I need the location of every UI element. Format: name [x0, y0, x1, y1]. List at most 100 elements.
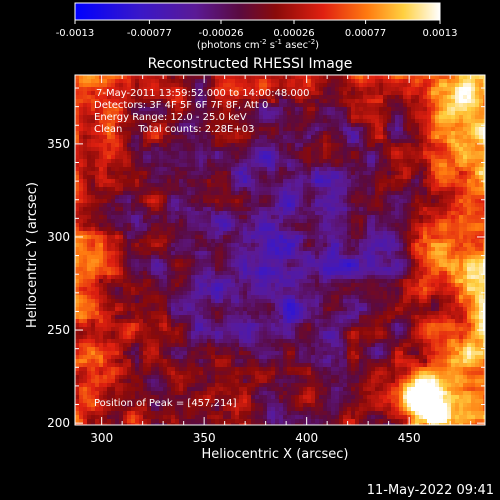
heatmap-cell [479, 183, 483, 187]
heatmap-cell [267, 155, 271, 159]
heatmap-cell [415, 103, 419, 107]
heatmap-cell [207, 151, 211, 155]
heatmap-cell [199, 259, 203, 263]
heatmap-cell [187, 103, 191, 107]
heatmap-cell [395, 255, 399, 259]
heatmap-cell [363, 123, 367, 127]
heatmap-cell [283, 175, 287, 179]
heatmap-cell [399, 183, 403, 187]
heatmap-cell [223, 255, 227, 259]
heatmap-cell [243, 87, 247, 91]
heatmap-cell [295, 75, 299, 79]
heatmap-cell [195, 167, 199, 171]
heatmap-cell [427, 171, 431, 175]
heatmap-cell [203, 155, 207, 159]
heatmap-cell [175, 87, 179, 91]
heatmap-cell [103, 215, 107, 219]
heatmap-cell [267, 255, 271, 259]
heatmap-cell [123, 119, 127, 123]
heatmap-cell [91, 179, 95, 183]
heatmap-cell [423, 147, 427, 151]
heatmap-cell [243, 183, 247, 187]
heatmap-cell [211, 207, 215, 211]
heatmap-cell [283, 207, 287, 211]
heatmap-cell [411, 147, 415, 151]
heatmap-cell [459, 83, 463, 87]
heatmap-cell [431, 203, 435, 207]
heatmap-cell [259, 155, 263, 159]
heatmap-cell [459, 175, 463, 179]
heatmap-cell [151, 187, 155, 191]
heatmap-cell [87, 75, 91, 79]
heatmap-cell [299, 175, 303, 179]
heatmap-cell [259, 239, 263, 243]
heatmap-cell [291, 151, 295, 155]
heatmap-cell [467, 251, 471, 255]
heatmap-cell [143, 187, 147, 191]
heatmap-cell [447, 211, 451, 215]
heatmap-cell [331, 79, 335, 83]
heatmap-cell [451, 203, 455, 207]
heatmap-cell [219, 223, 223, 227]
heatmap-cell [155, 151, 159, 155]
heatmap-cell [147, 219, 151, 223]
heatmap-cell [475, 259, 479, 263]
heatmap-cell [239, 243, 243, 247]
heatmap-cell [467, 231, 471, 235]
heatmap-cell [75, 263, 79, 267]
heatmap-cell [131, 87, 135, 91]
heatmap-cell [203, 139, 207, 143]
heatmap-cell [131, 203, 135, 207]
heatmap-cell [159, 103, 163, 107]
heatmap-cell [443, 179, 447, 183]
heatmap-cell [431, 251, 435, 255]
heatmap-cell [219, 127, 223, 131]
heatmap-cell [355, 207, 359, 211]
heatmap-cell [83, 223, 87, 227]
heatmap-cell [323, 235, 327, 239]
heatmap-cell [411, 163, 415, 167]
heatmap-cell [275, 99, 279, 103]
heatmap-cell [243, 119, 247, 123]
heatmap-cell [295, 147, 299, 151]
heatmap-cell [135, 135, 139, 139]
heatmap-cell [471, 79, 475, 83]
heatmap-cell [219, 147, 223, 151]
heatmap-cell [295, 79, 299, 83]
heatmap-cell [107, 187, 111, 191]
heatmap-cell [483, 187, 485, 191]
heatmap-cell [211, 255, 215, 259]
heatmap-cell [443, 251, 447, 255]
heatmap-cell [451, 239, 455, 243]
heatmap-cell [415, 159, 419, 163]
heatmap-cell [363, 143, 367, 147]
heatmap-cell [307, 175, 311, 179]
heatmap-cell [275, 159, 279, 163]
heatmap-cell [407, 235, 411, 239]
heatmap-cell [91, 83, 95, 87]
heatmap-cell [435, 251, 439, 255]
heatmap-cell [455, 191, 459, 195]
heatmap-cell [131, 83, 135, 87]
heatmap-cell [255, 147, 259, 151]
heatmap-cell [443, 159, 447, 163]
heatmap-cell [371, 211, 375, 215]
heatmap-cell [279, 187, 283, 191]
heatmap-cell [411, 151, 415, 155]
heatmap-cell [215, 111, 219, 115]
heatmap-cell [299, 211, 303, 215]
heatmap-cell [411, 179, 415, 183]
heatmap-cell [279, 199, 283, 203]
heatmap-cell [459, 259, 463, 263]
heatmap-cell [467, 171, 471, 175]
heatmap-cell [367, 191, 371, 195]
heatmap-cell [255, 87, 259, 91]
heatmap-cell [223, 235, 227, 239]
heatmap-cell [427, 263, 431, 267]
heatmap-cell [335, 79, 339, 83]
heatmap-cell [399, 175, 403, 179]
heatmap-cell [343, 79, 347, 83]
heatmap-cell [311, 111, 315, 115]
heatmap-cell [371, 207, 375, 211]
heatmap-cell [215, 207, 219, 211]
